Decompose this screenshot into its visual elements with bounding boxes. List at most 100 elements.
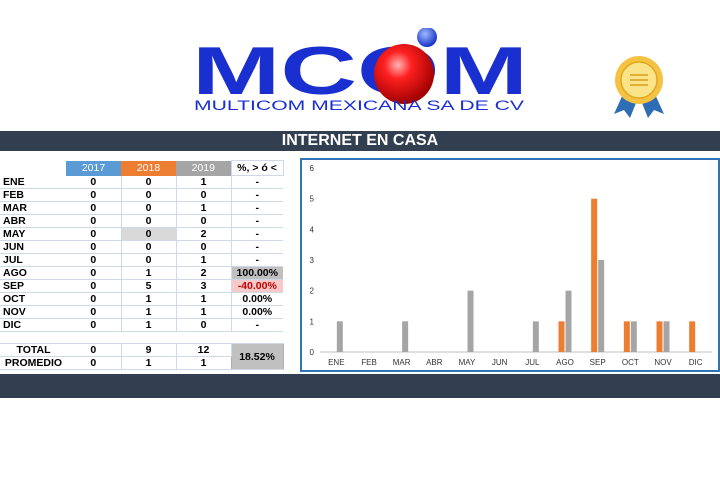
pct-change: - <box>231 175 283 189</box>
bar-series-grey <box>467 290 474 352</box>
value-2019: 0 <box>176 240 232 254</box>
table-row: JUN 0 0 0- <box>0 240 283 254</box>
bar-series-grey <box>402 321 409 352</box>
table-row: MAY 0 0 2- <box>0 227 283 241</box>
pct-change: - <box>231 253 283 267</box>
average-2017: 0 <box>66 356 122 370</box>
bar-series-grey <box>565 290 572 352</box>
value-2018: 0 <box>121 253 177 267</box>
bar-series-grey <box>598 260 605 352</box>
value-2019: 0 <box>176 188 232 202</box>
value-2018: 0 <box>121 240 177 254</box>
table-gap-row <box>0 331 283 344</box>
value-2017: 0 <box>66 201 122 215</box>
bar-series-orange <box>689 321 696 352</box>
table-row: NOV 0 1 1 0.00% <box>0 305 283 319</box>
value-2018: 1 <box>121 318 177 332</box>
table-header-row: 2017 2018 2019 %, > ó < <box>0 160 284 176</box>
bar-series-orange <box>656 321 663 352</box>
month-label: NOV <box>0 305 66 319</box>
value-2017: 0 <box>66 214 122 228</box>
y-tick-label: 1 <box>310 317 315 326</box>
value-2018: 1 <box>121 305 177 319</box>
bar-series-grey <box>663 321 670 352</box>
table-row: ABR 0 0 0- <box>0 214 283 228</box>
company-logo: MCOM MULTICOM MEXICANA SA DE CV <box>190 28 530 114</box>
value-2017: 0 <box>66 266 122 280</box>
month-label: OCT <box>0 292 66 306</box>
month-label: JUN <box>0 240 66 254</box>
header-pct: %, > ó < <box>230 160 284 176</box>
total-2019: 12 <box>176 343 232 357</box>
y-tick-label: 5 <box>310 195 315 204</box>
table-row: JUL 0 0 1- <box>0 253 283 267</box>
month-label: FEB <box>0 188 66 202</box>
x-tick-label: ENE <box>328 358 344 367</box>
value-2019: 2 <box>176 227 232 241</box>
page-title: INTERNET EN CASA <box>281 132 439 149</box>
x-tick-label: MAR <box>393 358 411 367</box>
pct-change: -40.00% <box>231 279 283 293</box>
bar-chart: 0 1 2 3 4 5 6 ENE FEB MAR ABR MAY JUN JUL AGO SEP OCT NOV… <box>300 158 720 372</box>
bar-series-orange <box>623 321 630 352</box>
table-row: MAR 0 0 1- <box>0 201 283 215</box>
table-row: FEB 0 0 0- <box>0 188 283 202</box>
value-2018: 0 <box>121 201 177 215</box>
total-row: TOTAL 0 9 12 18.52% <box>0 343 284 370</box>
x-tick-label: SEP <box>590 358 606 367</box>
average-label: PROMEDIO <box>0 356 66 370</box>
average-2019: 1 <box>176 356 232 370</box>
bar-series-orange <box>558 321 565 352</box>
y-tick-label: 6 <box>310 164 315 173</box>
table-corner <box>0 160 66 176</box>
table-row: SEP 0 5 3 -40.00% <box>0 279 283 293</box>
value-2018: 1 <box>121 292 177 306</box>
header-2019: 2019 <box>176 160 231 176</box>
table-row: DIC 0 1 0- <box>0 318 283 332</box>
header-2017: 2017 <box>66 160 121 176</box>
pct-change: - <box>231 318 283 332</box>
value-2017: 0 <box>66 292 122 306</box>
table-row: AGO 0 1 2 100.00% <box>0 266 283 280</box>
x-tick-label: OCT <box>622 358 639 367</box>
table-row: ENE 0 0 1- <box>0 175 283 189</box>
month-label: DIC <box>0 318 66 332</box>
value-2019: 1 <box>176 292 232 306</box>
value-2018: 0 <box>121 227 177 241</box>
value-2017: 0 <box>66 240 122 254</box>
total-label: TOTAL <box>0 343 66 357</box>
month-label: AGO <box>0 266 66 280</box>
value-2019: 1 <box>176 201 232 215</box>
value-2018: 0 <box>121 188 177 202</box>
logo-red-sphere <box>374 44 434 104</box>
pct-change: 100.00% <box>231 266 283 280</box>
x-tick-label: FEB <box>361 358 377 367</box>
data-table: 2017 2018 2019 %, > ó < ENE 0 0 1- FEB 0 0 0- MA… <box>0 160 290 370</box>
bar-series-orange <box>591 198 598 352</box>
total-pct: 18.52% <box>230 343 284 370</box>
x-tick-label: AGO <box>556 358 574 367</box>
value-2019: 2 <box>176 266 232 280</box>
value-2019: 1 <box>176 175 232 189</box>
month-label: MAY <box>0 227 66 241</box>
month-label: ABR <box>0 214 66 228</box>
header-2018: 2018 <box>121 160 176 176</box>
average-row: PROMEDIO 0 1 1 <box>0 356 283 370</box>
x-tick-label: MAY <box>459 358 476 367</box>
bar-series-grey <box>532 321 539 352</box>
total-2017: 0 <box>66 343 122 357</box>
value-2017: 0 <box>66 279 122 293</box>
logo-mcom-text: MCOM <box>192 33 528 109</box>
value-2019: 1 <box>176 305 232 319</box>
value-2017: 0 <box>66 305 122 319</box>
value-2017: 0 <box>66 227 122 241</box>
y-tick-label: 2 <box>310 287 315 296</box>
y-tick-label: 4 <box>310 225 315 234</box>
x-tick-label: NOV <box>654 358 672 367</box>
title-bar: INTERNET EN CASA <box>0 131 720 151</box>
pct-change: 0.00% <box>231 292 283 306</box>
month-label: SEP <box>0 279 66 293</box>
x-tick-label: JUL <box>525 358 540 367</box>
value-2018: 0 <box>121 175 177 189</box>
bar-series-grey <box>630 321 637 352</box>
